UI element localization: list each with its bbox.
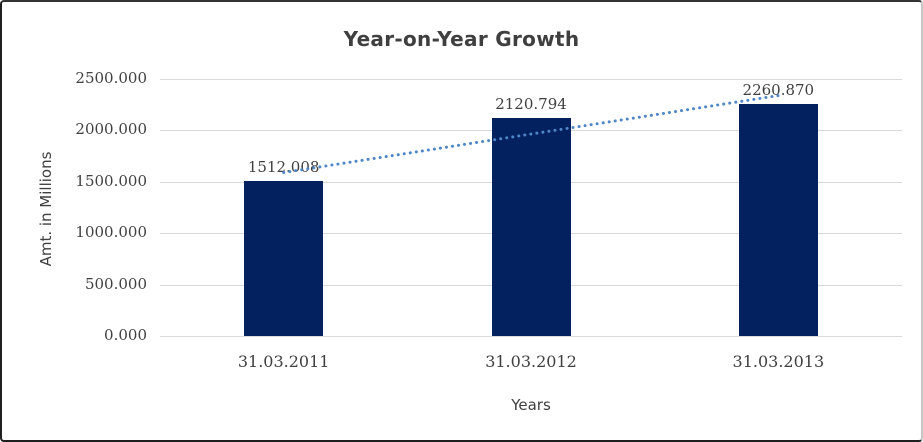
bar: [491, 117, 571, 336]
x-tick-label: 31.03.2011: [237, 352, 330, 371]
x-tick-label: 31.03.2013: [732, 352, 825, 371]
x-tick-label: 31.03.2012: [485, 352, 577, 371]
bar-data-label: 2120.794: [495, 94, 567, 113]
x-axis-title: Years: [511, 396, 551, 414]
gridline: [160, 336, 902, 337]
bar: [738, 103, 818, 336]
y-tick-label: 1000.000: [75, 223, 147, 241]
y-tick-label: 0.000: [104, 326, 147, 344]
y-tick-label: 500.000: [84, 275, 147, 293]
bar-data-label: 2260.870: [742, 80, 815, 99]
y-tick-label: 1500.000: [75, 172, 147, 190]
plot-area: 1512.008 2120.794 2260.870: [160, 79, 902, 337]
y-tick-label: 2500.000: [75, 69, 147, 87]
x-axis-tick-labels: 31.03.2011 31.03.2012 31.03.2013: [160, 352, 902, 374]
y-tick-label: 2000.000: [75, 120, 147, 138]
chart-title: Year-on-Year Growth: [343, 27, 580, 51]
bar: [244, 180, 324, 336]
y-axis-title-label: Amt. in Millions: [37, 151, 55, 267]
gridline: [160, 79, 902, 80]
bar-data-label: 1512.008: [247, 157, 320, 176]
